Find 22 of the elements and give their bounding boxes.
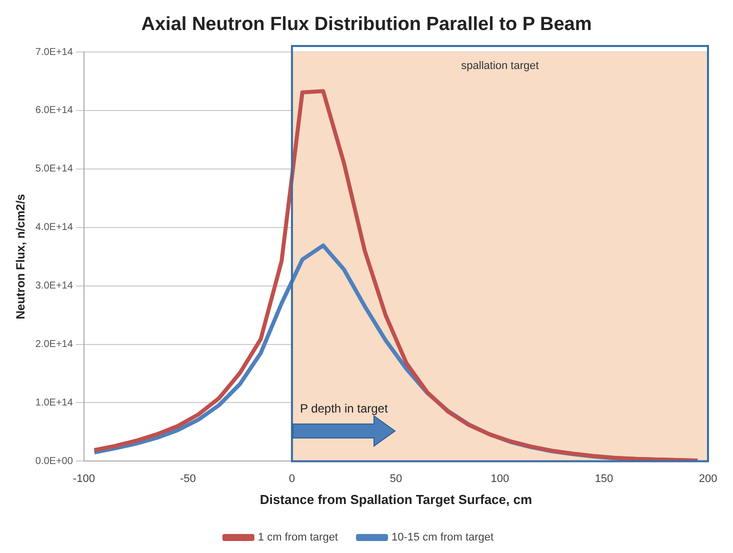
x-tick-label: 150 — [594, 472, 614, 485]
y-tick-label: 7.0E+14 — [35, 46, 74, 58]
legend-label: 10-15 cm from target — [391, 532, 494, 544]
y-tick-label: 2.0E+14 — [35, 339, 74, 350]
legend-label: 1 cm from target — [258, 532, 338, 544]
chart-title: Axial Neutron Flux Distribution Parallel to P Beam — [140, 14, 593, 36]
x-tick-label: 100 — [490, 472, 510, 485]
x-tick-label: -50 — [180, 472, 196, 485]
y-tick-label: 3.0E+14 — [35, 280, 74, 292]
x-axis-title: Distance from Spallation Target Surface, cm — [260, 492, 532, 507]
x-tick-label: 0 — [288, 472, 296, 485]
y-axis-title: Neutron Flux, n/cm2/s — [14, 194, 28, 320]
x-tick-label: 200 — [698, 472, 718, 485]
band-label: spallation target — [461, 60, 539, 72]
annotation: P depth in target — [300, 402, 388, 416]
x-tick-label: -100 — [72, 472, 95, 485]
y-tick-label: 6.0E+14 — [35, 105, 74, 116]
y-tick-label: 1.0E+14 — [35, 397, 74, 408]
y-tick-label: 5.0E+14 — [35, 164, 74, 175]
x-tick-label: 50 — [390, 472, 402, 485]
y-tick-label: 0.0E+00 — [35, 456, 74, 467]
y-tick-label: 4.0E+14 — [35, 222, 74, 234]
